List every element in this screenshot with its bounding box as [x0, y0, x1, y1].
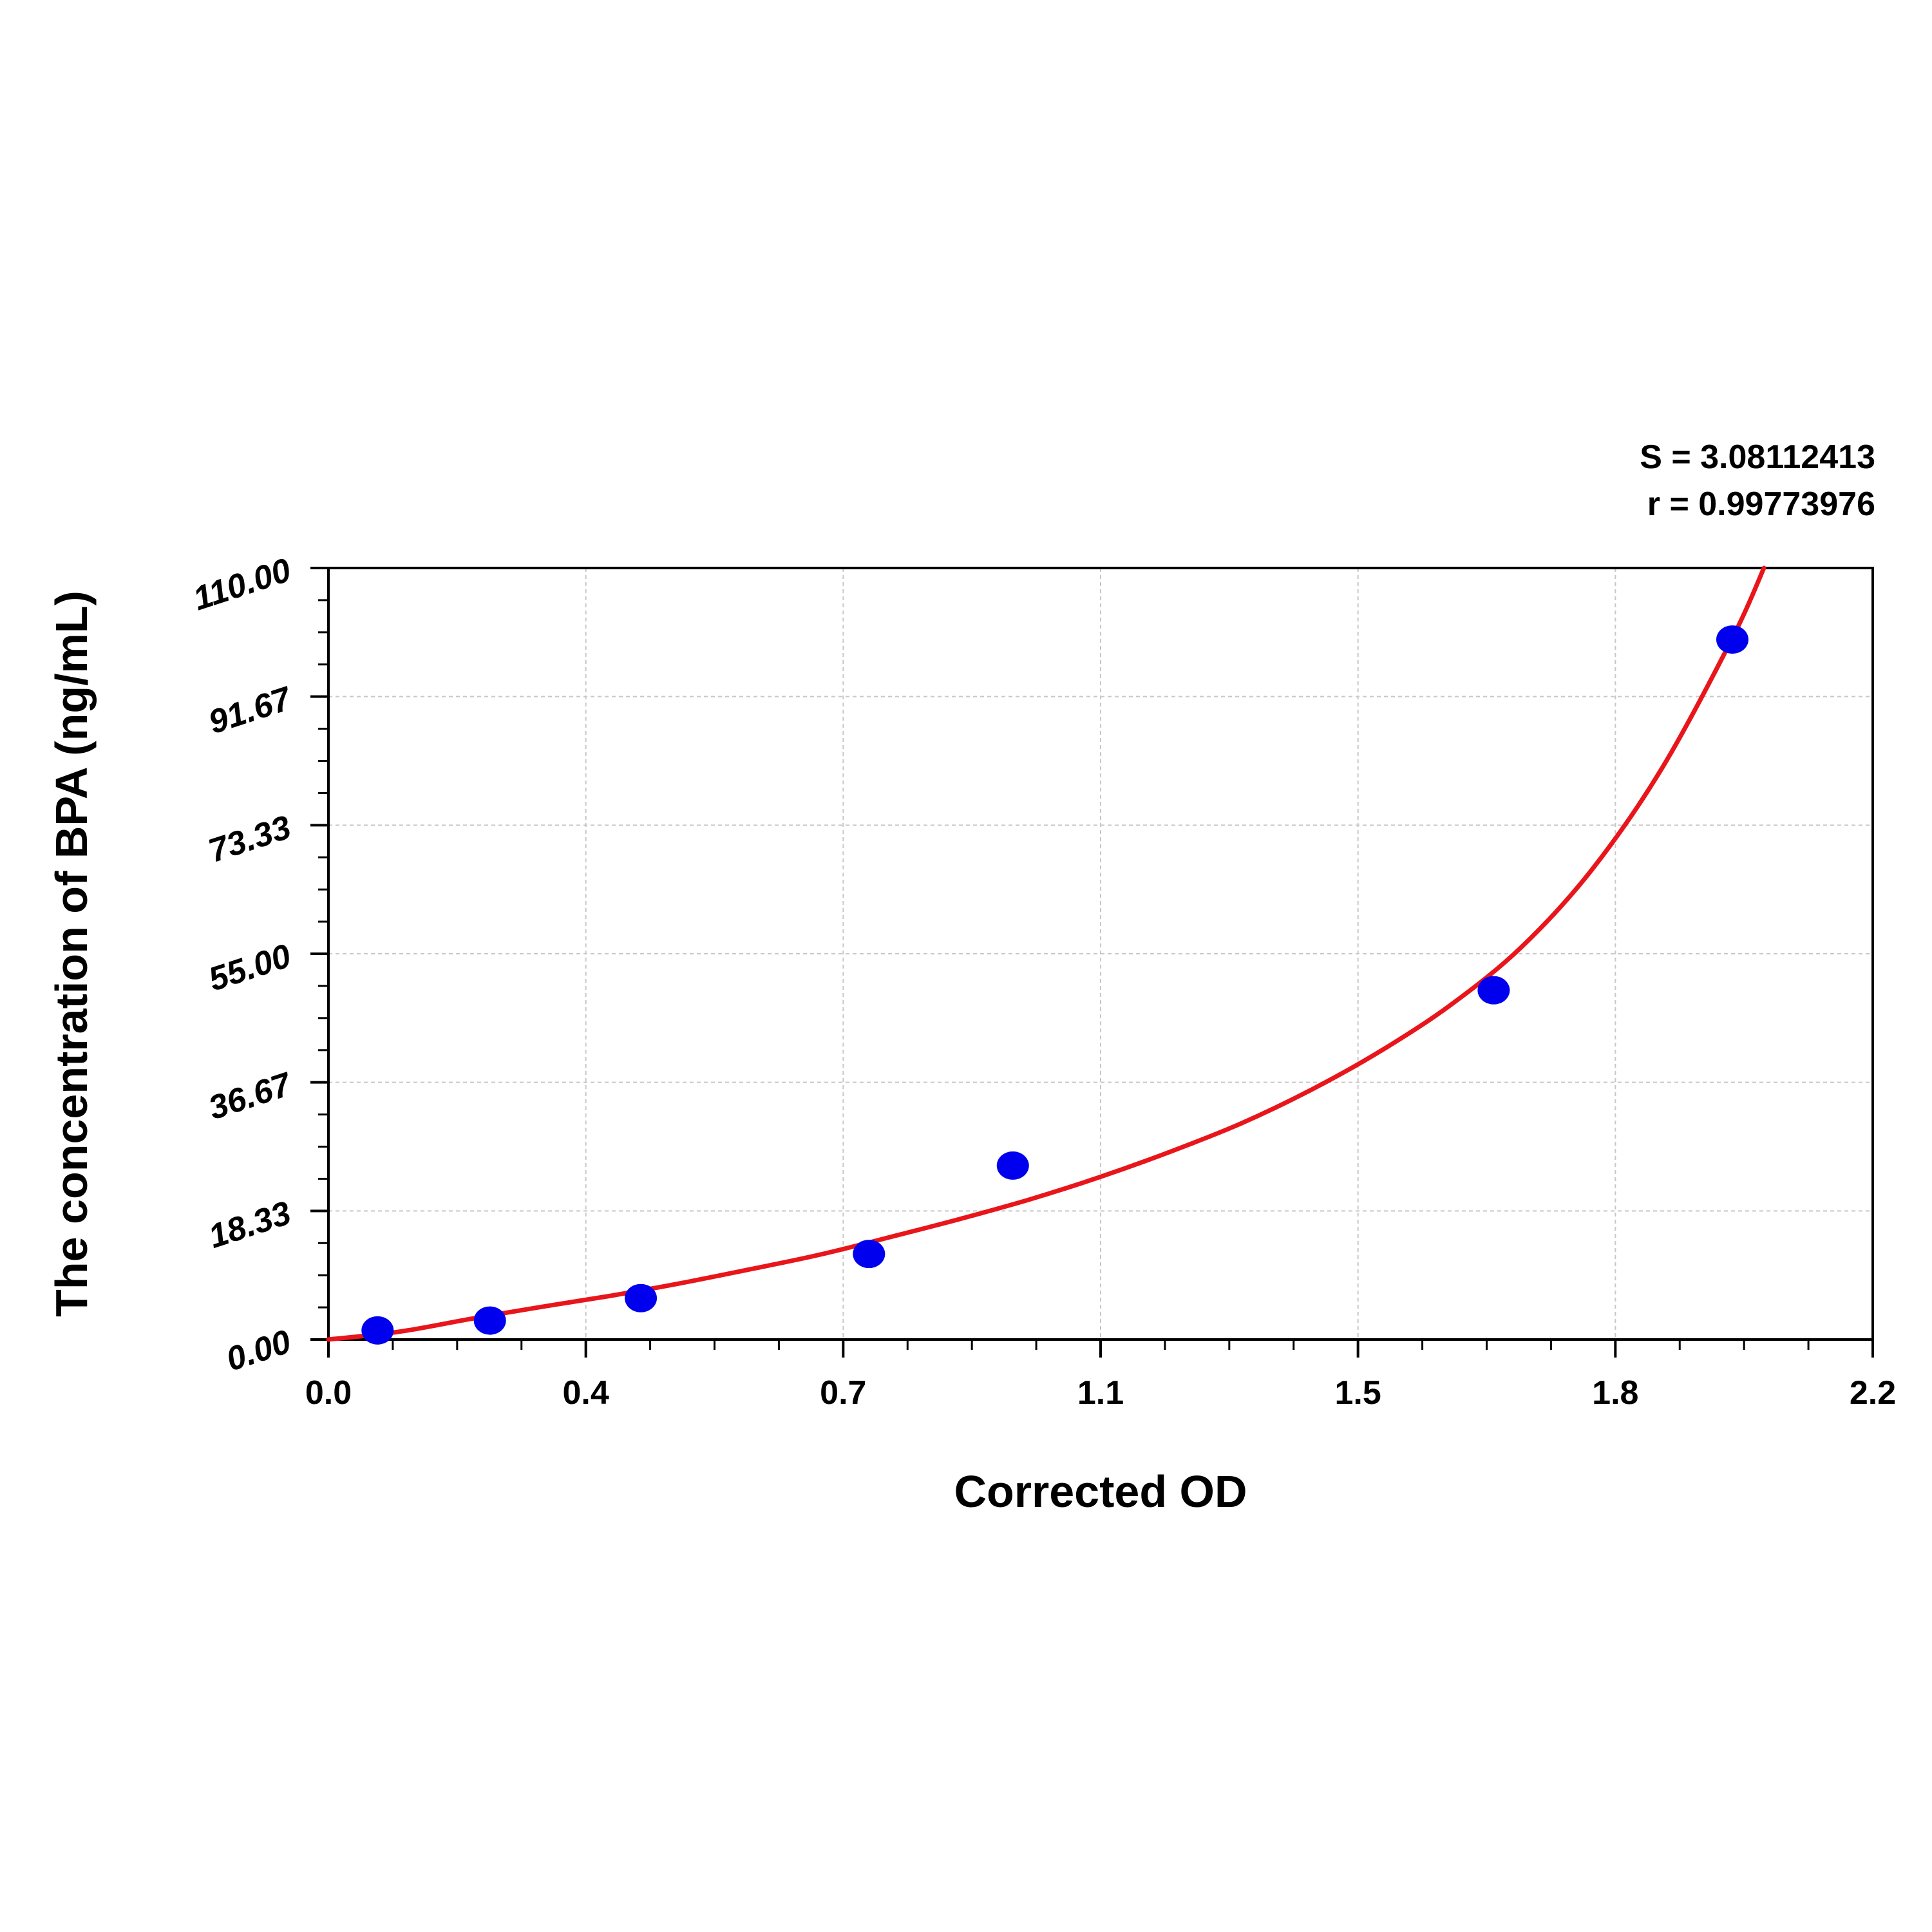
x-axis-title: Corrected OD: [954, 1466, 1247, 1517]
data-point: [625, 1283, 658, 1312]
x-tick-label: 0.4: [563, 1374, 609, 1412]
stat-s-value: S = 3.08112413: [1640, 439, 1875, 476]
minor-ticks: [318, 599, 1810, 1350]
x-tick-label: 1.8: [1592, 1374, 1638, 1412]
data-point: [473, 1306, 506, 1335]
data-point: [1477, 976, 1510, 1005]
data-point: [853, 1240, 886, 1269]
x-tick-label: 1.1: [1077, 1374, 1124, 1412]
major-ticks: [310, 567, 1874, 1358]
x-tick-label: 1.5: [1335, 1374, 1381, 1412]
grid-lines: [328, 568, 1873, 1340]
x-tick-label: 0.0: [305, 1374, 352, 1412]
data-point: [1716, 625, 1748, 654]
x-tick-labels: 0.0 0.4 0.7 1.1 1.5 1.8 2.2: [305, 1374, 1896, 1412]
x-tick-label: 0.7: [820, 1374, 866, 1412]
y-axis-title: The concentration of BPA (ng/mL): [46, 591, 97, 1317]
plot-frame: [327, 567, 1874, 1341]
data-point: [361, 1316, 394, 1345]
stat-r-value: r = 0.99773976: [1647, 486, 1875, 523]
fit-curve-line: [326, 565, 1766, 1342]
x-tick-label: 2.2: [1850, 1374, 1896, 1412]
data-point: [996, 1151, 1029, 1180]
data-points: [361, 625, 1748, 1345]
